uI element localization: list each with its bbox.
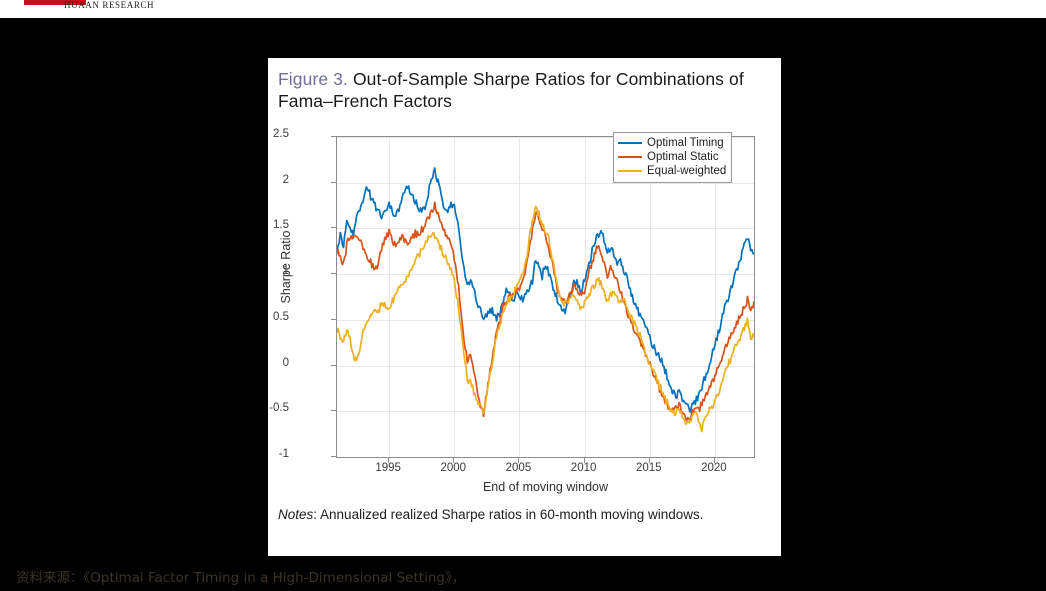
- gridline-horizontal: [337, 137, 754, 138]
- y-tick-label: 2: [282, 173, 289, 186]
- brand-label: HUAAN RESEARCH: [64, 0, 155, 10]
- x-tick-label: 2005: [505, 462, 532, 474]
- gridline-horizontal: [337, 228, 754, 230]
- y-tick-mark: [331, 318, 336, 320]
- series-line-equal-weighted: [337, 205, 754, 433]
- legend-item: Optimal Static: [618, 150, 726, 164]
- x-tick-mark: [453, 458, 455, 463]
- figure-number: Figure 3.: [278, 69, 348, 89]
- x-tick-label: 2010: [570, 462, 597, 474]
- x-tick-mark: [388, 458, 390, 463]
- y-tick-mark: [331, 136, 336, 137]
- series-lines: [337, 167, 754, 433]
- x-tick-mark: [648, 458, 650, 463]
- y-tick-label: 1: [282, 265, 289, 278]
- y-tick-label: -1: [278, 448, 289, 460]
- gridline-vertical: [714, 137, 716, 457]
- gridline-vertical: [584, 137, 586, 457]
- y-tick-mark: [331, 364, 336, 366]
- figure-panel: Figure 3. Out-of-Sample Sharpe Ratios fo…: [268, 58, 781, 556]
- gridline-horizontal: [337, 411, 754, 413]
- y-tick-mark: [331, 181, 336, 183]
- legend-swatch-equal-weighted: [618, 169, 642, 173]
- y-tick-mark: [331, 410, 336, 412]
- y-tick-label: 0.5: [273, 310, 289, 323]
- y-tick-label: 1.5: [273, 219, 289, 232]
- legend-label-optimal-timing: Optimal Timing: [647, 137, 724, 149]
- gridline-horizontal: [337, 182, 754, 184]
- x-tick-label: 2015: [635, 462, 662, 474]
- x-tick-label: 1995: [375, 462, 401, 474]
- y-tick-mark: [331, 273, 336, 275]
- x-tick-mark: [713, 458, 715, 463]
- legend-item: Equal-weighted: [618, 164, 726, 178]
- figure-notes: Notes: Annualized realized Sharpe ratios…: [278, 505, 753, 524]
- legend-label-optimal-static: Optimal Static: [647, 151, 719, 163]
- gridline-horizontal: [337, 365, 754, 367]
- x-tick-label: 2000: [440, 462, 467, 474]
- y-tick-mark: [331, 227, 336, 229]
- gridline-vertical: [649, 137, 651, 457]
- x-axis-label: End of moving window: [482, 480, 609, 494]
- legend-swatch-optimal-timing: [618, 141, 642, 145]
- source-caption: 资料来源：《Optimal Factor Timing in a High-Di…: [16, 570, 466, 586]
- series-line-optimal-timing: [337, 167, 754, 413]
- gridline-horizontal: [337, 274, 754, 276]
- x-tick-mark: [518, 458, 520, 463]
- chart-legend: Optimal Timing Optimal Static Equal-weig…: [613, 132, 733, 183]
- gridline-vertical: [454, 137, 456, 457]
- legend-swatch-optimal-static: [618, 155, 642, 159]
- y-tick-label: 2.5: [273, 128, 289, 140]
- figure-title-text: Out-of-Sample Sharpe Ratios for Combinat…: [278, 69, 744, 111]
- x-tick-label: 2020: [701, 462, 727, 474]
- notes-label: Notes: [278, 507, 314, 522]
- plot-area: [336, 136, 755, 458]
- notes-text: : Annualized realized Sharpe ratios in 6…: [313, 507, 704, 522]
- y-tick-label: -0.5: [269, 402, 289, 415]
- x-tick-mark: [583, 458, 585, 463]
- y-tick-label: 0: [282, 356, 289, 369]
- legend-item: Optimal Timing: [618, 136, 726, 150]
- gridline-vertical: [389, 137, 391, 457]
- legend-label-equal-weighted: Equal-weighted: [647, 165, 727, 177]
- figure-title: Figure 3. Out-of-Sample Sharpe Ratios fo…: [278, 68, 748, 112]
- series-line-optimal-static: [337, 201, 754, 422]
- chart-axes: Sharpe Ratio -1 -0.5 0 0.5 1 1.5 2 2.5 1995 2000…: [268, 120, 781, 500]
- huaan-logo-icon: [24, 0, 86, 5]
- slide-header: HUAAN RESEARCH: [0, 0, 1046, 18]
- y-tick-mark: [331, 456, 336, 457]
- gridline-horizontal: [337, 319, 754, 321]
